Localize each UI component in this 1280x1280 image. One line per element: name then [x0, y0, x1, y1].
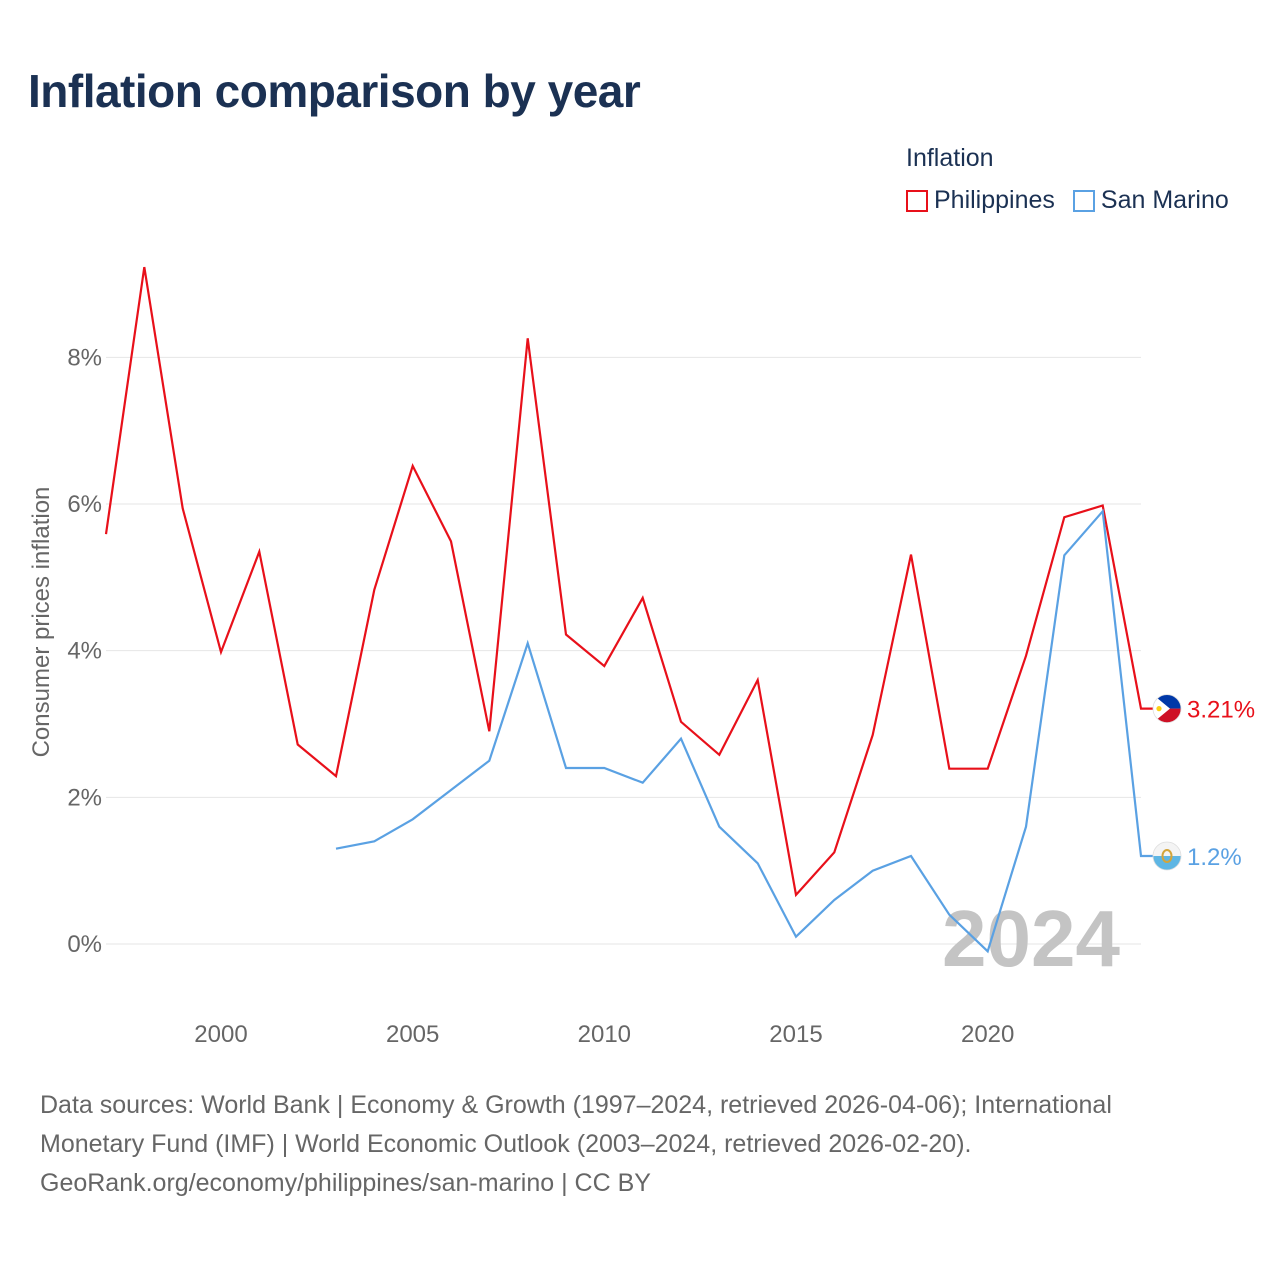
footer-line-1: Data sources: World Bank | Economy & Gro…: [40, 1091, 1112, 1119]
y-tick-label: 8%: [67, 344, 102, 371]
x-axis-ticks: 2000 2005 2010 2015 2020: [194, 1021, 1014, 1048]
legend: Philippines San Marino: [906, 186, 1229, 215]
legend-swatch-philippines: [906, 189, 928, 212]
footer-line-3[interactable]: GeoRank.org/economy/philippines/san-mari…: [40, 1169, 651, 1197]
legend-item-san-marino[interactable]: San Marino: [1072, 186, 1229, 215]
y-tick-label: 4%: [67, 638, 102, 665]
legend-item-philippines[interactable]: Philippines: [906, 186, 1055, 215]
flag-emblem: [1161, 849, 1173, 863]
x-tick-label: 2010: [578, 1021, 631, 1048]
x-tick-label: 2015: [769, 1021, 822, 1048]
y-tick-label: 0%: [67, 931, 102, 958]
y-tick-label: 2%: [67, 784, 102, 811]
gridlines: [106, 356, 1141, 945]
legend-swatch-san-marino: [1072, 189, 1095, 212]
footer-line-2: Monetary Fund (IMF) | World Economic Out…: [40, 1130, 972, 1158]
series-line-san-marino: [335, 508, 1153, 954]
x-tick-label: 2020: [961, 1021, 1014, 1048]
series-lines: [104, 266, 1153, 954]
y-tick-label: 6%: [67, 491, 102, 518]
flag-sun: [1156, 706, 1162, 712]
san-marino-flag-icon: [1152, 841, 1182, 871]
philippines-flag-icon: [1152, 694, 1182, 723]
series-line-philippines: [104, 266, 1153, 898]
legend-label-philippines: Philippines: [934, 186, 1055, 214]
legend-label-san-marino: San Marino: [1100, 186, 1229, 214]
x-tick-label: 2005: [386, 1021, 439, 1048]
x-tick-label: 2000: [194, 1021, 247, 1048]
flag-outline: [1152, 694, 1182, 723]
flag-outline: [1152, 841, 1182, 871]
chart-title: Inflation comparison by year: [28, 65, 641, 117]
y-axis-ticks: 0% 2% 4% 6% 8%: [67, 344, 102, 958]
end-label-philippines: 3.21%: [1187, 697, 1255, 724]
year-watermark: 2024: [942, 894, 1120, 983]
end-label-san-marino: 1.2%: [1187, 844, 1242, 871]
series-end-markers: 3.21% 1.2%: [1152, 694, 1255, 871]
legend-title: Inflation: [906, 144, 994, 172]
footer-sources: Data sources: World Bank | Economy & Gro…: [40, 1086, 1240, 1203]
